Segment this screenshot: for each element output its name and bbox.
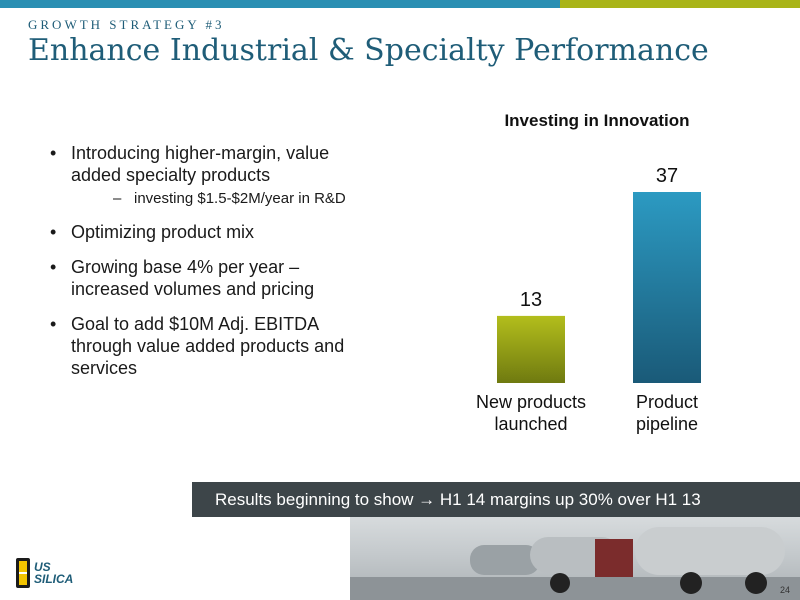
section-kicker: GROWTH STRATEGY #3 — [28, 17, 225, 32]
hourglass-logo-icon — [16, 558, 30, 588]
logo-wordmark: US SILICA — [34, 561, 73, 585]
category-label: New products — [476, 392, 586, 412]
bullet-dot: • — [50, 222, 57, 242]
innovation-bar-chart: Investing in Innovation 13 New productsla… — [476, 111, 701, 434]
bullet-item: • Introducing higher-margin, value added… — [50, 142, 380, 208]
us-silica-logo: US SILICA — [16, 558, 73, 588]
trucks-photo — [350, 517, 800, 600]
bar-value-label: 37 — [656, 165, 678, 187]
bullet-text: Optimizing product mix — [71, 222, 255, 242]
bar-2 — [633, 192, 701, 383]
bullet-list: • Introducing higher-margin, value added… — [50, 142, 380, 392]
bar-1 — [497, 315, 565, 383]
bullet-item: • Goal to add $10M Adj. EBITDA through v… — [50, 313, 380, 379]
page-number: 24 — [779, 585, 790, 595]
bullet-dot: • — [50, 257, 57, 277]
top-accent-bar-green — [560, 0, 800, 8]
bullet-item: • Optimizing product mix — [50, 221, 380, 243]
chart-title: Investing in Innovation — [504, 111, 689, 130]
sub-bullet-dash: – — [113, 190, 122, 207]
bullet-dot: • — [50, 314, 57, 334]
bullet-text: Growing base 4% per year – increased vol… — [71, 257, 315, 299]
results-banner: Results beginning to show → H1 14 margin… — [192, 482, 800, 517]
category-label: launched — [494, 414, 567, 434]
bullet-text: Goal to add $10M Adj. EBITDA through val… — [71, 314, 345, 378]
category-label: pipeline — [636, 414, 698, 434]
logo-line-2: SILICA — [34, 572, 74, 586]
bullet-item: • Growing base 4% per year – increased v… — [50, 256, 380, 300]
bullet-dot: • — [50, 143, 57, 163]
page-title: Enhance Industrial & Specialty Performan… — [28, 33, 709, 68]
logo-line-1: US — [34, 560, 51, 574]
top-accent-bar-blue — [0, 0, 560, 8]
sub-bullet-text: investing $1.5-$2M/year in R&D — [134, 190, 346, 207]
bullet-text: Introducing higher-margin, value added s… — [71, 143, 330, 185]
category-label: Product — [636, 392, 698, 412]
bar-value-label: 13 — [520, 289, 542, 311]
sub-bullet-item: – investing $1.5-$2M/year in R&D — [71, 190, 380, 208]
